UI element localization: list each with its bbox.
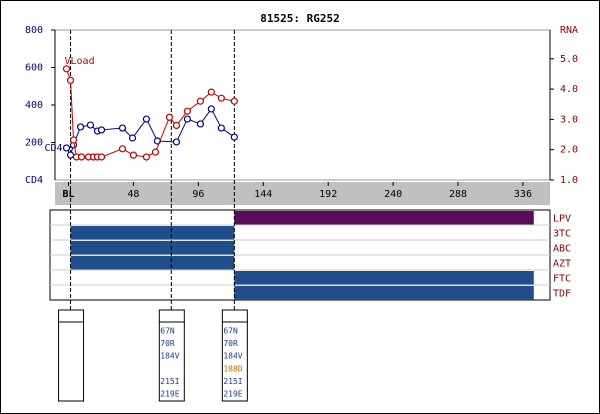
point bbox=[97, 153, 106, 161]
drug-bar bbox=[70, 241, 235, 255]
y2-tick-label: 4.0 bbox=[560, 84, 578, 95]
x-tick-label: 48 bbox=[127, 189, 139, 200]
x-axis-band bbox=[55, 182, 550, 205]
point bbox=[183, 115, 192, 123]
drug-bar bbox=[234, 211, 534, 225]
point bbox=[165, 113, 174, 121]
point bbox=[196, 120, 204, 128]
point bbox=[172, 121, 181, 130]
point bbox=[196, 97, 204, 105]
genotype-header bbox=[221, 309, 248, 323]
point bbox=[172, 138, 181, 146]
point bbox=[207, 88, 215, 96]
plot-area bbox=[54, 29, 551, 181]
genotype-box bbox=[221, 321, 248, 402]
point bbox=[207, 105, 215, 113]
point bbox=[66, 151, 75, 159]
genotype-box bbox=[58, 321, 85, 402]
point bbox=[128, 134, 137, 142]
drug-label: 3TC bbox=[553, 229, 571, 240]
point bbox=[69, 136, 78, 144]
point bbox=[142, 115, 151, 123]
point bbox=[118, 145, 127, 153]
y2-tick-label: 3.0 bbox=[560, 114, 578, 125]
mutation: 184V bbox=[160, 352, 179, 361]
x-tick-label: 288 bbox=[449, 189, 467, 200]
point bbox=[142, 153, 151, 161]
drug-label: TDF bbox=[553, 289, 571, 300]
mutation: 188D bbox=[223, 364, 242, 373]
y-tick-label: 400 bbox=[25, 100, 43, 111]
y2-axis-label: RNA bbox=[560, 25, 578, 36]
y2-tick-label: 5.0 bbox=[560, 54, 578, 65]
drug-label: ABC bbox=[553, 244, 571, 255]
drug-bar bbox=[234, 286, 534, 300]
point bbox=[76, 123, 85, 131]
y-tick-label: 800 bbox=[25, 25, 43, 36]
point bbox=[62, 65, 71, 73]
point bbox=[217, 94, 225, 102]
x-tick-label: 240 bbox=[384, 189, 402, 200]
mutation: 67N bbox=[223, 327, 238, 336]
y-axis-label: CD4 bbox=[25, 175, 43, 186]
mutation: 184V bbox=[223, 352, 242, 361]
y-tick-label: 600 bbox=[25, 63, 43, 74]
drug-label: LPV bbox=[553, 214, 571, 225]
genotype-header bbox=[58, 309, 85, 323]
genotype-header bbox=[158, 309, 185, 323]
y-tick-label: 200 bbox=[25, 138, 43, 149]
x-tick-label: BL bbox=[63, 189, 75, 200]
mutation: 215I bbox=[223, 377, 242, 386]
point bbox=[62, 144, 71, 152]
point bbox=[118, 124, 127, 132]
mutation: 215I bbox=[160, 377, 179, 386]
point bbox=[66, 76, 75, 84]
point bbox=[86, 121, 95, 129]
drug-label: FTC bbox=[553, 274, 571, 285]
mutation: 219E bbox=[160, 390, 179, 399]
point bbox=[77, 153, 86, 161]
mutation: 219E bbox=[223, 390, 242, 399]
x-tick-label: 336 bbox=[514, 189, 532, 200]
drug-bar bbox=[70, 256, 235, 270]
point bbox=[151, 148, 160, 156]
y2-tick-label: 1.0 bbox=[560, 175, 578, 186]
series-label: VLoad bbox=[64, 56, 94, 67]
drug-label: AZT bbox=[553, 259, 571, 270]
point bbox=[230, 97, 238, 105]
mutation: 70R bbox=[160, 339, 175, 348]
point bbox=[230, 133, 238, 141]
x-tick-label: 144 bbox=[254, 189, 272, 200]
mutation: 70R bbox=[223, 339, 238, 348]
drug-bar bbox=[234, 271, 534, 285]
x-tick-label: 96 bbox=[192, 189, 204, 200]
point bbox=[129, 151, 138, 159]
mutation: 67N bbox=[160, 327, 175, 336]
series-label: CD4 bbox=[44, 143, 62, 154]
x-tick-label: 192 bbox=[319, 189, 337, 200]
point bbox=[183, 107, 192, 115]
genotype-box bbox=[158, 321, 185, 402]
drug-bar bbox=[70, 226, 235, 240]
chart-title: 81525: RG252 bbox=[260, 12, 339, 25]
point bbox=[217, 124, 225, 132]
point bbox=[97, 126, 106, 134]
y2-tick-label: 2.0 bbox=[560, 145, 578, 156]
